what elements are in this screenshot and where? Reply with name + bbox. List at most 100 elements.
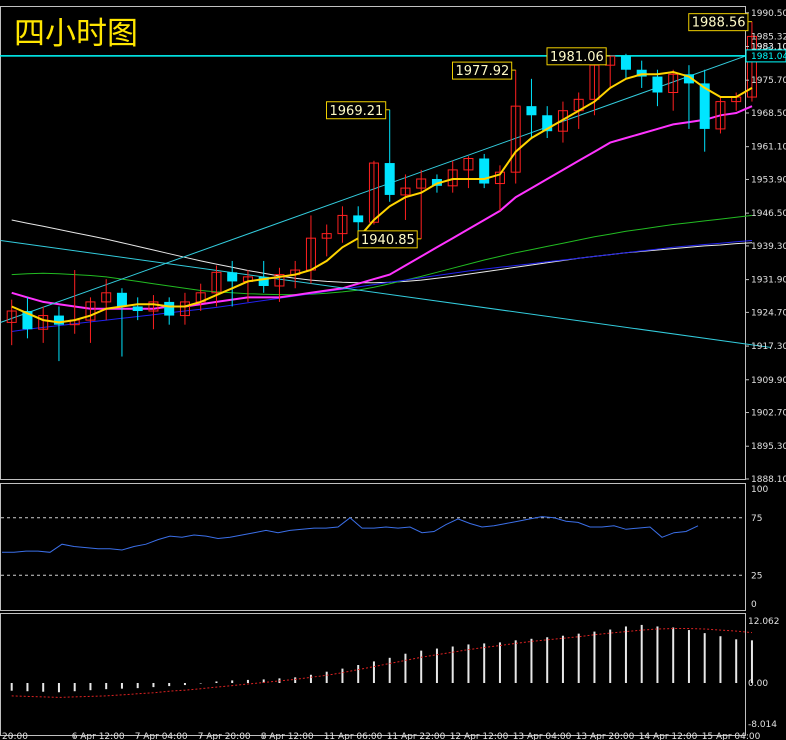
- candle: [211, 265, 222, 307]
- candle-body: [400, 187, 411, 196]
- candle: [526, 78, 537, 139]
- candle-body: [258, 276, 269, 286]
- candle: [447, 160, 458, 193]
- price-y-tick-label: 1975.70: [751, 76, 786, 86]
- candle: [116, 288, 127, 357]
- macd-panel: [10, 624, 753, 698]
- candle: [85, 297, 96, 343]
- rsi-y-tick-label: 25: [751, 571, 762, 581]
- macd-y-tick-label: 0.00: [748, 679, 768, 689]
- panel-frame-1: [0, 483, 746, 611]
- candle-body: [463, 158, 474, 171]
- candle-body: [274, 274, 285, 287]
- candle: [274, 267, 285, 302]
- candle: [227, 260, 238, 307]
- candle-body: [479, 158, 490, 184]
- candle: [542, 106, 553, 139]
- candle-body: [85, 301, 96, 321]
- candle: [132, 297, 143, 321]
- candle-body: [652, 76, 663, 93]
- candle: [6, 299, 17, 346]
- candle-body: [337, 214, 348, 235]
- annotation-box: [326, 101, 387, 120]
- price-y-tick-label: 1968.50: [751, 109, 786, 119]
- x-tick-label: 14 Apr 12:00: [639, 732, 698, 740]
- candle-body: [38, 315, 49, 330]
- candle-body: [6, 310, 17, 323]
- x-tick-label: 12 Apr 12:00: [450, 732, 509, 740]
- candle-body: [668, 73, 679, 93]
- candle: [69, 270, 80, 334]
- price-y-tick-label: 1909.90: [751, 376, 786, 386]
- candle-body: [321, 233, 332, 239]
- candle-body: [164, 301, 175, 316]
- candle-body: [53, 315, 64, 325]
- x-tick-label: 20:00: [2, 732, 28, 740]
- candle-body: [116, 292, 127, 307]
- price-tag-label: 1985.32: [751, 32, 786, 42]
- price-y-tick-label: 1953.90: [751, 175, 786, 185]
- candle: [620, 53, 631, 79]
- macd-y-tick-label: -8.014: [748, 720, 777, 730]
- trendline-1: [0, 239, 771, 348]
- price-y-tick-label: 1931.90: [751, 276, 786, 286]
- candle: [22, 297, 33, 339]
- candle-body: [384, 163, 395, 195]
- x-tick-label: 13 Apr 20:00: [576, 732, 635, 740]
- candle: [53, 306, 64, 362]
- price-panel: 1969.21 1940.85 1977.92 1981.06 1988.56: [0, 13, 786, 362]
- candle: [715, 97, 726, 134]
- x-tick-label: 8 Apr 12:00: [261, 732, 314, 740]
- candle-body: [636, 69, 647, 77]
- candle: [305, 215, 316, 284]
- candle: [416, 169, 427, 239]
- candle: [195, 283, 206, 312]
- page-title: 四小时图: [14, 16, 138, 52]
- candle: [699, 69, 710, 152]
- candle: [258, 260, 269, 293]
- candle-body: [416, 178, 427, 189]
- annotation-box: [357, 230, 418, 249]
- candle: [479, 153, 490, 189]
- candle-body: [715, 101, 726, 130]
- candle-body: [542, 115, 553, 132]
- rsi-y-tick-label: 100: [751, 485, 768, 495]
- price-y-tick-label: 1895.30: [751, 442, 786, 452]
- candle: [38, 306, 49, 343]
- candle: [337, 206, 348, 243]
- x-tick-label: 6 Apr 12:00: [72, 732, 125, 740]
- annotation-label: 1981.06: [550, 50, 604, 65]
- candle-body: [557, 110, 568, 132]
- candle: [605, 55, 616, 88]
- candle-body: [353, 215, 364, 223]
- rsi-y-tick-label: 0: [751, 600, 757, 610]
- candle: [179, 292, 190, 325]
- candle: [368, 160, 379, 225]
- price-tag-label: 1981.04: [751, 52, 786, 62]
- candle-body: [101, 292, 112, 303]
- rsi-y-tick-label: 75: [751, 514, 762, 524]
- candle-body: [746, 35, 757, 98]
- price-y-tick-label: 1924.70: [751, 308, 786, 318]
- annotation-box: [688, 13, 749, 32]
- panel-frame-2: [0, 613, 746, 736]
- macd-y-tick-label: 12.062: [748, 617, 780, 627]
- price-y-tick-label: 1888.10: [751, 475, 786, 485]
- candle-body: [526, 106, 537, 116]
- x-tick-label: 11 Apr 06:00: [324, 732, 383, 740]
- price-y-tick-label: 1983.10: [751, 43, 786, 53]
- annotation-label: 1940.85: [361, 233, 415, 248]
- x-tick-label: 7 Apr 20:00: [198, 732, 251, 740]
- price-y-tick-label: 1917.30: [751, 342, 786, 352]
- x-tick-label: 7 Apr 04:00: [135, 732, 188, 740]
- candle-body: [211, 271, 222, 294]
- price-series-ma-blue: [11, 240, 753, 332]
- price-y-tick-label: 1990.50: [751, 9, 786, 19]
- candle-body: [620, 56, 631, 70]
- candle-body: [368, 162, 379, 223]
- annotation-label: 1977.92: [456, 64, 510, 79]
- candle-body: [510, 105, 521, 173]
- candle: [384, 109, 395, 202]
- x-tick-label: 11 Apr 22:00: [387, 732, 446, 740]
